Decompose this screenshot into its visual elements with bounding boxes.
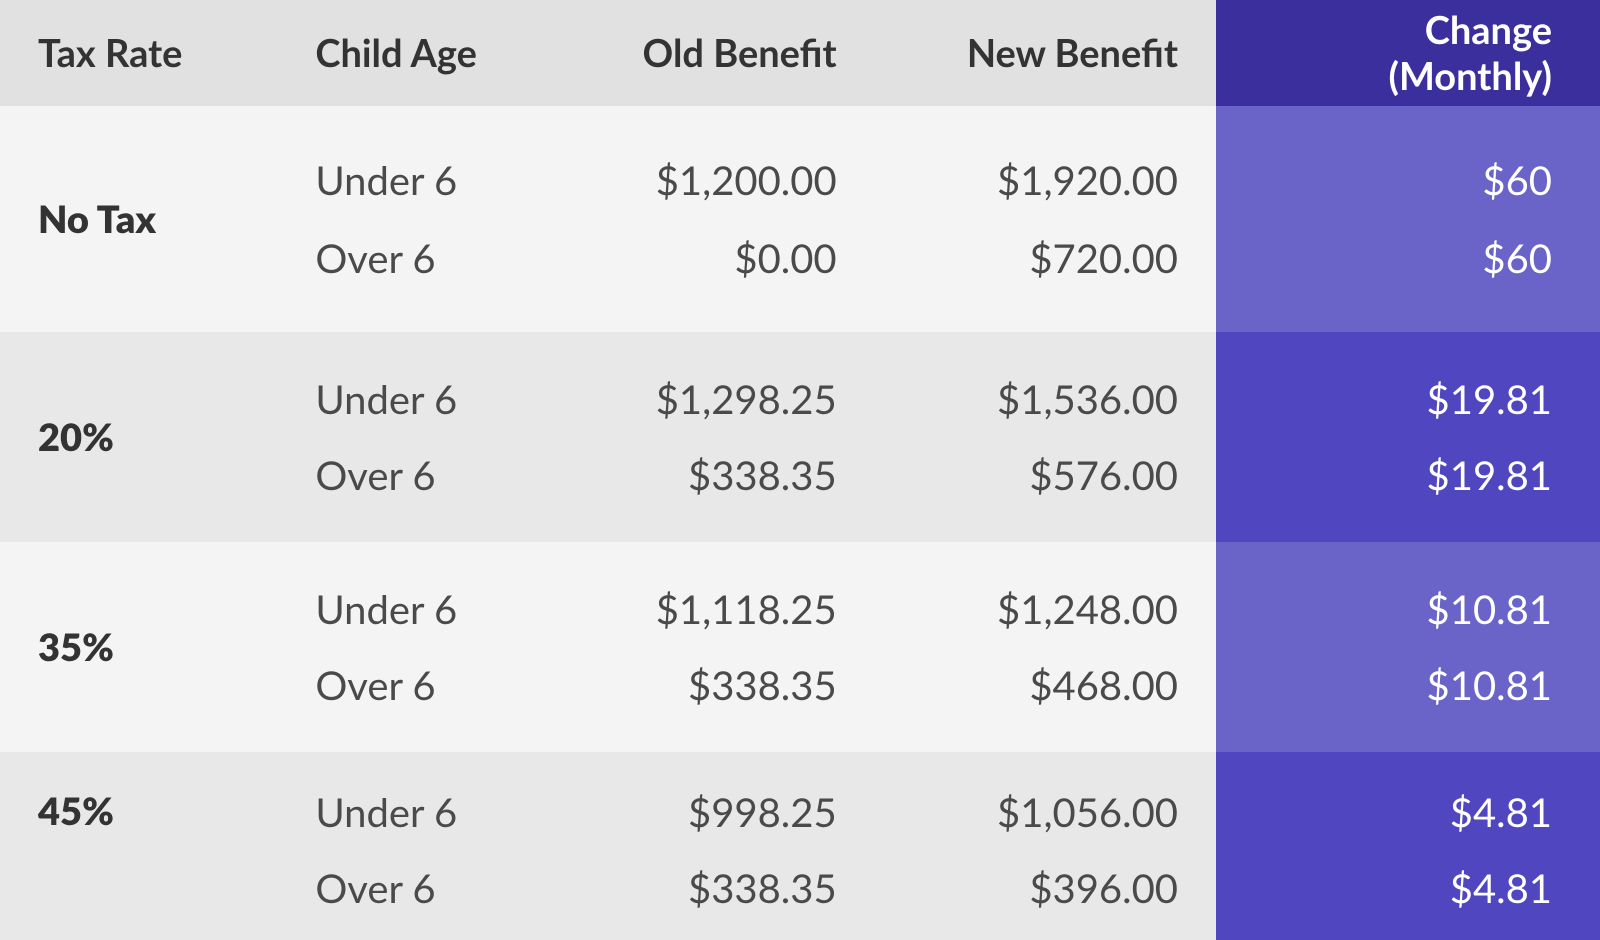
old-benefit-value: $338.35 <box>582 864 837 912</box>
col-header-tax-rate: Tax Rate <box>0 0 277 106</box>
col-header-child-age: Child Age <box>277 0 544 106</box>
child-age-value: Under 6 <box>315 156 506 204</box>
new-benefit-cell: $1,920.00 $720.00 <box>875 106 1216 332</box>
child-age-value: Over 6 <box>315 234 506 282</box>
change-value: $60 <box>1254 234 1552 282</box>
new-benefit-value: $1,248.00 <box>913 585 1178 633</box>
tax-rate-cell: 45% <box>0 752 277 940</box>
new-benefit-value: $576.00 <box>913 451 1178 499</box>
old-benefit-value: $1,298.25 <box>582 375 837 423</box>
child-age-value: Over 6 <box>315 661 506 709</box>
old-benefit-value: $1,118.25 <box>582 585 837 633</box>
child-age-cell: Under 6 Over 6 <box>277 752 544 940</box>
old-benefit-value: $0.00 <box>582 234 837 282</box>
old-benefit-cell: $1,298.25 $338.35 <box>544 332 875 542</box>
old-benefit-value: $1,200.00 <box>582 156 837 204</box>
child-age-cell: Under 6 Over 6 <box>277 106 544 332</box>
change-cell: $4.81 $4.81 <box>1216 752 1600 940</box>
col-header-old-benefit: Old Benefit <box>544 0 875 106</box>
tax-rate-cell: 20% <box>0 332 277 542</box>
child-age-value: Over 6 <box>315 451 506 499</box>
new-benefit-value: $468.00 <box>913 661 1178 709</box>
old-benefit-value: $338.35 <box>582 661 837 709</box>
change-value: $19.81 <box>1254 375 1552 423</box>
table-row: 35% Under 6 Over 6 $1,118.25 $338.35 $1,… <box>0 542 1600 752</box>
old-benefit-value: $998.25 <box>582 788 837 836</box>
new-benefit-value: $1,920.00 <box>913 156 1178 204</box>
tax-rate-cell: 35% <box>0 542 277 752</box>
old-benefit-value: $338.35 <box>582 451 837 499</box>
new-benefit-value: $720.00 <box>913 234 1178 282</box>
new-benefit-value: $1,056.00 <box>913 788 1178 836</box>
change-value: $4.81 <box>1254 864 1552 912</box>
old-benefit-cell: $998.25 $338.35 <box>544 752 875 940</box>
col-header-new-benefit: New Benefit <box>875 0 1216 106</box>
change-cell: $19.81 $19.81 <box>1216 332 1600 542</box>
benefit-table: Tax Rate Child Age Old Benefit New Benef… <box>0 0 1600 940</box>
change-value: $60 <box>1254 156 1552 204</box>
old-benefit-cell: $1,200.00 $0.00 <box>544 106 875 332</box>
change-value: $4.81 <box>1254 788 1552 836</box>
change-value: $10.81 <box>1254 585 1552 633</box>
table-header-row: Tax Rate Child Age Old Benefit New Benef… <box>0 0 1600 106</box>
child-age-value: Under 6 <box>315 375 506 423</box>
child-age-value: Under 6 <box>315 585 506 633</box>
change-value: $10.81 <box>1254 661 1552 709</box>
table-row: No Tax Under 6 Over 6 $1,200.00 $0.00 $1… <box>0 106 1600 332</box>
change-cell: $10.81 $10.81 <box>1216 542 1600 752</box>
new-benefit-cell: $1,248.00 $468.00 <box>875 542 1216 752</box>
child-age-cell: Under 6 Over 6 <box>277 542 544 752</box>
old-benefit-cell: $1,118.25 $338.35 <box>544 542 875 752</box>
new-benefit-value: $1,536.00 <box>913 375 1178 423</box>
new-benefit-cell: $1,056.00 $396.00 <box>875 752 1216 940</box>
new-benefit-cell: $1,536.00 $576.00 <box>875 332 1216 542</box>
change-value: $19.81 <box>1254 451 1552 499</box>
table-row: 45% Under 6 Over 6 $998.25 $338.35 $1,05… <box>0 752 1600 940</box>
child-age-cell: Under 6 Over 6 <box>277 332 544 542</box>
change-cell: $60 $60 <box>1216 106 1600 332</box>
child-age-value: Under 6 <box>315 788 506 836</box>
tax-rate-cell: No Tax <box>0 106 277 332</box>
new-benefit-value: $396.00 <box>913 864 1178 912</box>
child-age-value: Over 6 <box>315 864 506 912</box>
col-header-change: Change (Monthly) <box>1216 0 1600 106</box>
table-row: 20% Under 6 Over 6 $1,298.25 $338.35 $1,… <box>0 332 1600 542</box>
